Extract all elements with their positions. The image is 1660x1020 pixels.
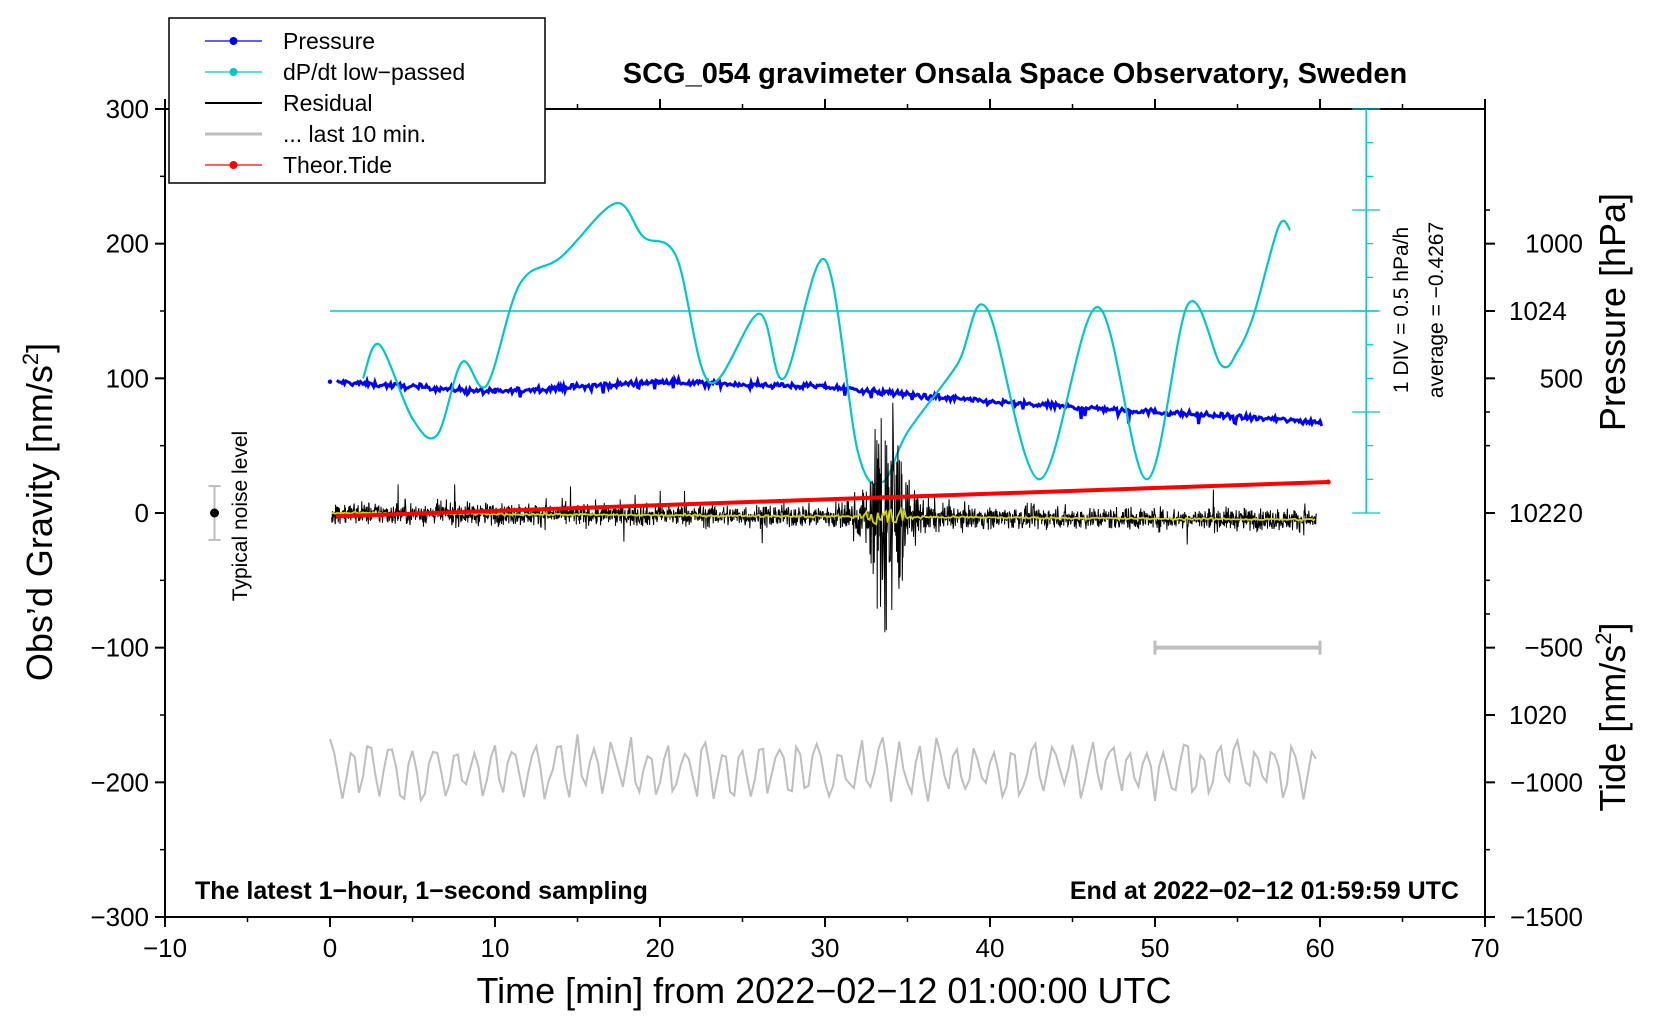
x-tick-label: 30 (811, 933, 840, 963)
pressure-line (336, 373, 1324, 428)
tide-series (335, 479, 1331, 519)
x-tick-label: −10 (143, 933, 187, 963)
tide-axis-ticks: 1000 500 0 −500 −1000 −1500 (1485, 229, 1583, 932)
tide-tick-label: 500 (1540, 363, 1583, 393)
pressure-series (327, 373, 1324, 428)
legend-label: Theor.Tide (283, 152, 392, 178)
legend-label: Pressure (283, 28, 375, 54)
noise-bar-center (210, 508, 219, 518)
dpdt-line (361, 202, 1292, 486)
y-axis-label-tide: Tide [nm/s2] (1591, 623, 1633, 812)
legend: Pressure dP/dt low−passed Residual ... last… (168, 17, 546, 184)
pressure-point (1152, 409, 1158, 415)
legend-marker (229, 68, 238, 76)
x-axis-label: Time [min] from 2022−02−12 01:00:00 UTC (476, 970, 1171, 1011)
chart-title: SCG_054 gravimeter Onsala Space Observat… (623, 58, 1407, 90)
dpdt-series (361, 202, 1292, 486)
pressure-point (822, 384, 828, 389)
y-label-tide-end: ] (1592, 623, 1633, 633)
last-10-min-series (329, 734, 1317, 804)
y-tick-label: 300 (106, 94, 149, 124)
pressure-point (1317, 419, 1323, 425)
pressure-axis-ticks: 1024 1022 1020 (1485, 209, 1567, 730)
pressure-point (492, 389, 498, 394)
y-label-tide-sup: 2 (1591, 633, 1616, 645)
legend-marker (229, 161, 238, 169)
x-tick-label: 60 (1306, 933, 1335, 963)
annotation-noise-level: Typical noise level (229, 431, 252, 601)
pressure-tick-label: 1020 (1509, 700, 1567, 730)
legend-label: dP/dt low−passed (283, 59, 465, 85)
last-10-min-line (329, 734, 1317, 804)
pressure-point (987, 399, 993, 405)
pressure-tick-label: 1022 (1509, 498, 1567, 528)
y-axis-label-left: Obs’d Gravity [nm/s2] (18, 343, 60, 681)
residual-series (331, 402, 1317, 633)
y-label-left-sup: 2 (18, 353, 43, 365)
tide-point (335, 513, 341, 519)
x-tick-label: 40 (976, 933, 1005, 963)
pressure-point (657, 379, 663, 384)
tide-point (1325, 479, 1331, 485)
annotation-sampling: The latest 1−hour, 1−second sampling (195, 877, 648, 905)
y-label-tide-main: Tide [nm/s (1592, 645, 1633, 812)
tide-tick-label: −1000 (1510, 767, 1583, 797)
y-tick-label: 200 (106, 229, 149, 259)
x-tick-label: 10 (481, 933, 510, 963)
tide-tick-label: 0 (1569, 498, 1583, 528)
annotation-dpdt-average: average = −0.4267 (1425, 222, 1448, 398)
x-axis-ticks: −10 0 10 20 30 40 50 60 70 (143, 99, 1500, 963)
pressure-point (327, 379, 333, 384)
legend-label: ... last 10 min. (283, 121, 426, 147)
x-tick-label: 70 (1471, 933, 1500, 963)
x-tick-label: 50 (1141, 933, 1170, 963)
y-axis-label-pressure: Pressure [hPa] (1592, 193, 1633, 431)
y-label-left-end: ] (19, 343, 60, 353)
y-tick-label: 0 (135, 498, 149, 528)
y-label-left-main: Obs’d Gravity [nm/s (19, 365, 60, 681)
annotation-marks (208, 485, 1322, 655)
x-tick-label: 20 (646, 933, 675, 963)
legend-marker (229, 37, 238, 45)
legend-box (168, 17, 546, 184)
x-tick-label: 0 (323, 933, 337, 963)
tide-tick-label: −1500 (1510, 902, 1583, 932)
legend-entries: Pressure dP/dt low−passed Residual ... last… (205, 28, 465, 178)
annotation-end-time: End at 2022−02−12 01:59:59 UTC (1070, 877, 1459, 905)
y-tick-label: 100 (106, 363, 149, 393)
tide-tick-label: 1000 (1525, 229, 1583, 259)
residual-filtered-line (331, 506, 1316, 526)
y-axis-ticks: 300 200 100 0 −100 −200 −300 (90, 94, 165, 932)
tide-tick-label: −500 (1524, 633, 1583, 663)
y-tick-label: −200 (90, 767, 149, 797)
pressure-tick-label: 1024 (1509, 296, 1567, 326)
tide-line (338, 480, 1329, 519)
y-tick-label: −100 (90, 633, 149, 663)
y-tick-label: −300 (90, 902, 149, 932)
dpdt-scale-axis (330, 108, 1381, 514)
legend-label: Residual (283, 90, 373, 116)
annotation-dpdt-div: 1 DIV = 0.5 hPa/h (1390, 227, 1413, 393)
